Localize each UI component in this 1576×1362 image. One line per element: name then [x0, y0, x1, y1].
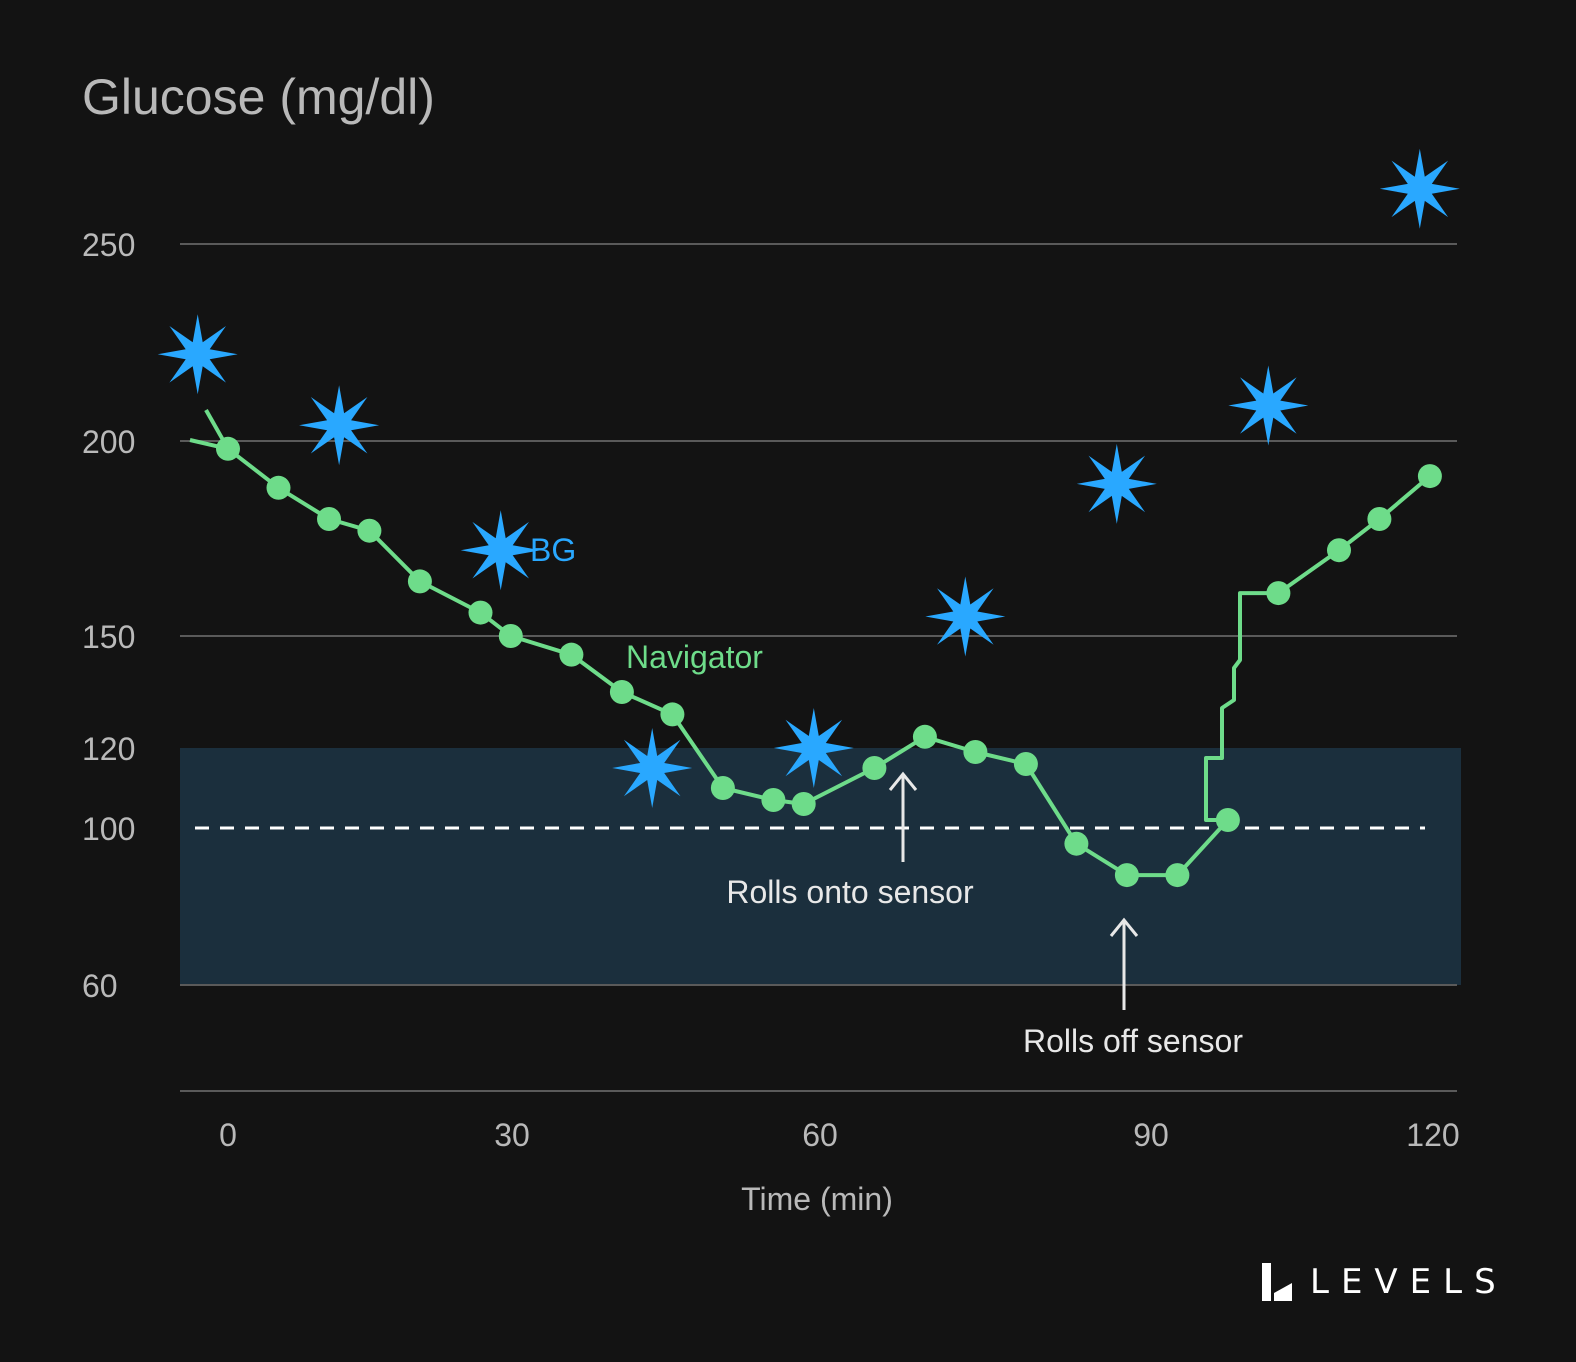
- bg-star-point: [612, 728, 693, 808]
- navigator-point: [1114, 863, 1139, 888]
- navigator-point: [912, 724, 937, 749]
- y-tick-label: 250: [82, 227, 135, 263]
- navigator-point: [559, 642, 584, 667]
- y-tick-label: 60: [82, 968, 118, 1004]
- bg-star-point: [299, 385, 380, 466]
- navigator-point: [609, 680, 634, 704]
- y-tick-label: 120: [82, 731, 135, 767]
- annotation-arrowhead: [888, 771, 918, 791]
- navigator-point: [317, 507, 341, 531]
- annotation-arrowhead: [1109, 917, 1139, 937]
- bg-star-point: [460, 510, 541, 591]
- navigator-point: [862, 756, 887, 780]
- bg-star-point: [773, 708, 854, 788]
- bg-star-point: [157, 314, 238, 395]
- x-tick-label: 60: [802, 1117, 838, 1153]
- bg-star-point: [1379, 148, 1460, 229]
- levels-logo-icon: [1262, 1263, 1292, 1301]
- brand-name: LEVELS: [1310, 1262, 1508, 1302]
- navigator-point: [710, 776, 735, 800]
- brand-logo: LEVELS: [1262, 1262, 1508, 1302]
- navigator-point: [216, 436, 240, 461]
- y-tick-label: 200: [82, 424, 135, 460]
- x-axis-label: Time (min): [741, 1181, 893, 1217]
- bg-series-label: BG: [530, 532, 576, 568]
- navigator-point: [407, 569, 432, 594]
- navigator-point: [761, 788, 786, 812]
- bg-star-point: [925, 576, 1006, 657]
- navigator-point: [498, 624, 523, 648]
- navigator-point: [963, 740, 988, 764]
- navigator-point: [1367, 507, 1392, 531]
- navigator-point: [357, 518, 382, 543]
- bg-star-point: [1076, 443, 1157, 524]
- navigator-point: [1165, 863, 1190, 888]
- navigator-series-label: Navigator: [626, 639, 763, 675]
- x-tick-label: 0: [219, 1117, 237, 1153]
- navigator-point: [1327, 538, 1351, 563]
- navigator-point: [1215, 808, 1240, 832]
- chart-title: Glucose (mg/dl): [82, 69, 435, 125]
- navigator-point: [791, 792, 816, 816]
- bg-star-point: [1228, 365, 1309, 446]
- navigator-point: [468, 600, 493, 625]
- y-tick-label: 100: [82, 811, 135, 847]
- y-tick-label: 150: [82, 619, 135, 655]
- target-range-band: [180, 748, 1461, 985]
- navigator-point: [1013, 752, 1038, 776]
- navigator-point: [1064, 831, 1089, 856]
- x-tick-label: 90: [1133, 1117, 1169, 1153]
- annotation-rolls-onto-sensor: Rolls onto sensor: [726, 874, 974, 910]
- x-tick-label: 30: [494, 1117, 530, 1153]
- annotation-rolls-off-sensor: Rolls off sensor: [1023, 1023, 1243, 1059]
- navigator-point: [1417, 464, 1442, 489]
- navigator-point: [1266, 581, 1291, 606]
- x-tick-label: 120: [1406, 1117, 1459, 1153]
- navigator-point: [266, 475, 291, 500]
- navigator-point: [660, 702, 685, 727]
